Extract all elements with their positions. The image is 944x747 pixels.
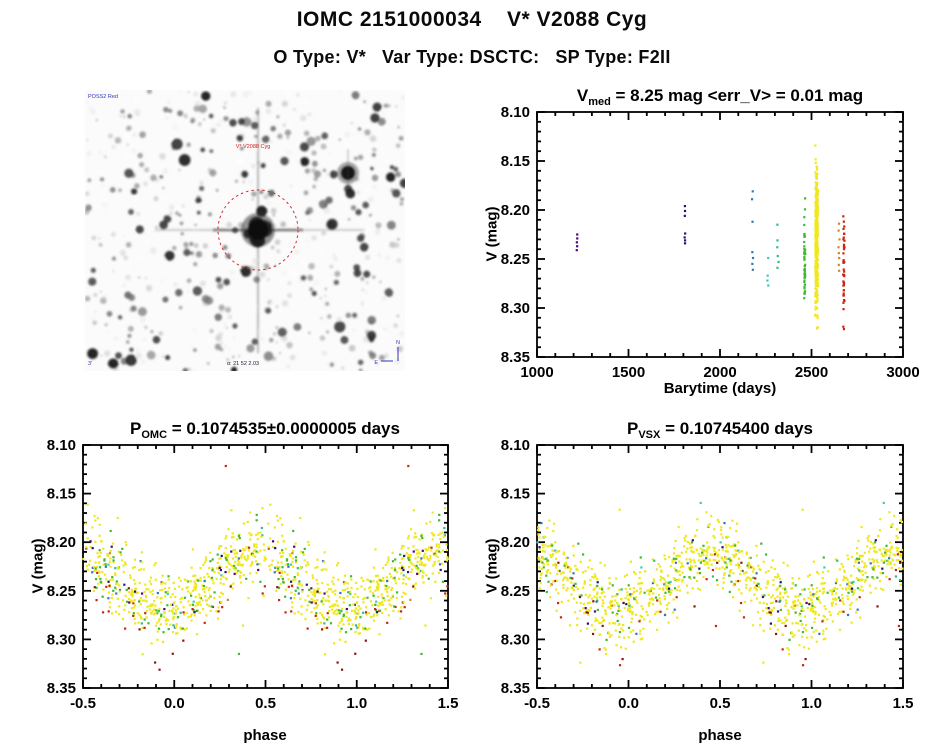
scatter-points-group: [82, 464, 449, 671]
title-subscript: OMC: [141, 429, 168, 441]
x-tick-label: 0.0: [618, 695, 639, 712]
finding-chart-survey-label: POSS2 Red: [88, 94, 118, 100]
y-tick-label: 8.20: [501, 202, 530, 219]
x-tick-label: 2000: [703, 364, 736, 381]
phase-omc-plot-title: POMC = 0.1074535±0.0000005 days: [65, 419, 465, 441]
title-rest: = 0.1074535±0.0000005 days: [167, 419, 400, 438]
y-tick-label: 8.15: [501, 486, 530, 503]
page-subtitle: O Type: V* Var Type: DSCTC: SP Type: F2I…: [273, 47, 671, 67]
title-subscript: VSX: [638, 429, 661, 441]
compass-north-label: N: [396, 340, 400, 346]
x-tick-label: 1.5: [893, 695, 914, 712]
phase-vsx-plot-title: PVSX = 0.10745400 days: [520, 419, 920, 441]
x-tick-label: -0.5: [524, 695, 550, 712]
y-tick-label: 8.25: [501, 251, 530, 268]
barytime-light-curve-plot: 1000 1500 2000 2500 3000 8.10 8.15 8.20 8.25 8.30…: [501, 104, 920, 381]
y-tick-label: 8.25: [501, 583, 530, 600]
title-rest: = 0.10745400 days: [660, 419, 814, 438]
page-title: IOMC 2151000034 V* V2088 Cyg: [296, 8, 648, 31]
phase-vsx-xaxis-label: phase: [698, 727, 742, 744]
y-tick-label: 8.10: [47, 437, 76, 454]
plot-axes: [82, 444, 449, 689]
finding-chart-scale-label: 3': [88, 361, 92, 367]
y-tick-label: 8.20: [47, 534, 76, 551]
x-tick-label: 1000: [520, 364, 553, 381]
x-tick-label: 0.0: [164, 695, 185, 712]
x-tick-label: 1.0: [346, 695, 367, 712]
scatter-points-group: [536, 501, 904, 667]
x-tick-label: 3000: [886, 364, 919, 381]
y-tick-label: 8.15: [47, 486, 76, 503]
y-tick-label: 8.10: [501, 104, 530, 121]
y-tick-label: 8.20: [501, 534, 530, 551]
y-tick-label: 8.35: [501, 349, 530, 366]
finding-chart-image: V* V2088 Cyg POSS2 Red 3' α: 21 52 2.03 E N: [85, 90, 405, 371]
barytime-xaxis-label: Barytime (days): [663, 380, 777, 397]
phase-folded-plot-vsx: -0.5 0.0 0.5 1.0 1.5 8.10 8.15 8.20 8.25 8.30 8.35: [501, 437, 914, 712]
x-tick-label: 1500: [612, 364, 645, 381]
photometric-aperture-circle: [217, 189, 299, 271]
x-tick-label: 1.5: [438, 695, 459, 712]
plot-axes: [536, 111, 904, 358]
compass-indicator: [381, 347, 399, 362]
compass-east-label: E: [374, 360, 378, 366]
x-tick-label: 0.5: [710, 695, 731, 712]
y-tick-label: 8.15: [501, 153, 530, 170]
y-tick-label: 8.30: [501, 631, 530, 648]
y-tick-label: 8.10: [501, 437, 530, 454]
x-tick-label: 2500: [795, 364, 828, 381]
y-tick-label: 8.35: [47, 680, 76, 697]
y-tick-label: 8.35: [501, 680, 530, 697]
x-tick-label: -0.5: [70, 695, 96, 712]
title-prefix: P: [626, 419, 639, 438]
finding-chart-coords-label: α: 21 52 2.03: [227, 361, 259, 367]
plot-axes: [536, 444, 904, 689]
x-tick-label: 1.0: [801, 695, 822, 712]
scatter-points-group: [575, 144, 846, 331]
title-subscript: med: [588, 96, 611, 108]
phase-omc-xaxis-label: phase: [243, 727, 287, 744]
y-tick-label: 8.25: [47, 583, 76, 600]
barytime-plot-title: Vmed = 8.25 mag <err_V> = 0.01 mag: [520, 86, 920, 108]
title-prefix: V: [576, 86, 589, 105]
title-prefix: P: [130, 419, 142, 438]
y-tick-label: 8.30: [501, 300, 530, 317]
finding-chart-star-label: V* V2088 Cyg: [236, 144, 271, 150]
phase-folded-plot-omc: -0.5 0.0 0.5 1.0 1.5 8.10 8.15 8.20 8.25 8.30 8.35: [47, 437, 459, 712]
title-rest: = 8.25 mag <err_V> = 0.01 mag: [610, 86, 864, 105]
star-field: [85, 90, 405, 371]
x-tick-label: 0.5: [255, 695, 276, 712]
y-tick-label: 8.30: [47, 631, 76, 648]
